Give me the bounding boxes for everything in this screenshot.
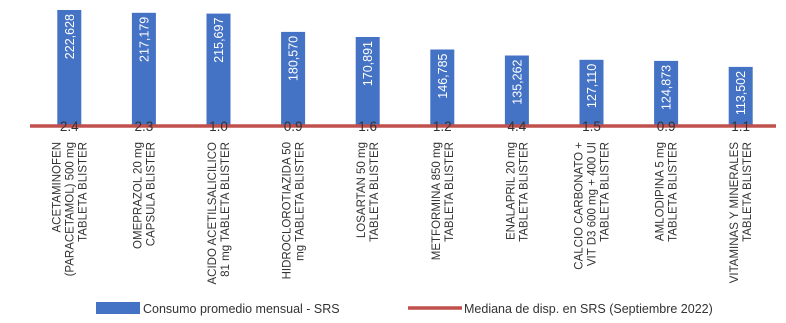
category-label-line: TABLETA BLISTER (444, 142, 456, 242)
bar (355, 37, 380, 126)
category-label-line: TABLETA BLISTER (77, 142, 89, 242)
category-label-line: TABLETA BLISTER (518, 142, 530, 242)
bars-layer (57, 10, 753, 127)
category-label-line: mg TABLETA BLISTER (295, 142, 307, 261)
bar-value-label: 135,262 (510, 59, 524, 104)
category-label-line: HIDROCLOROTIAZIDA 50 (282, 142, 294, 279)
median-value-label: 1.5 (582, 119, 601, 134)
median-value-label: 1.2 (433, 119, 452, 134)
bar (57, 10, 82, 126)
category-label-line: METFORMINA 850 mg (431, 142, 443, 260)
legend-label-consumo: Consumo promedio mensual - SRS (143, 302, 340, 316)
category-label: ENALAPRIL 20 mg TABLETA BLISTER (505, 142, 530, 242)
category-label-line: CALCIO CARBONATO + (574, 142, 586, 270)
bar (504, 55, 529, 126)
median-value-label: 0.9 (657, 119, 676, 134)
category-label-line: ENALAPRIL 20 mg (505, 142, 517, 240)
bar-value-label: 146,785 (436, 53, 450, 98)
category-label: CALCIO CARBONATO + VIT D3 600 mg + 400 UI… (574, 142, 612, 270)
median-value-label: 4.4 (508, 119, 527, 134)
median-labels-layer: 2.4 2.3 1.0 0.9 1.6 1.2 4.4 1.5 0.9 1.1 (60, 119, 750, 134)
category-label-line: TABLETA BLISTER (742, 142, 754, 242)
bar (728, 66, 753, 126)
category-label-line: 81 mg TABLETA BLISTER (220, 142, 232, 277)
bar-value-label: 113,502 (734, 71, 748, 115)
category-label-line: ACETAMINOFEN (51, 142, 63, 233)
category-label: ACIDO ACETILSALICILICO 81 mg TABLETA BLIS… (207, 142, 232, 285)
bar-value-label: 180,570 (287, 36, 301, 81)
category-label-line: CAPSULA BLISTER (145, 142, 157, 246)
category-label: METFORMINA 850 mg TABLETA BLISTER (431, 142, 456, 260)
category-label-line: OMEPRAZOL 20 mg (132, 142, 144, 249)
category-label-line: ACIDO ACETILSALICILICO (207, 142, 219, 285)
category-label-line: TABLETA BLISTER (600, 142, 612, 242)
category-label-line: TABLETA BLISTER (369, 142, 381, 242)
category-label-line: VITAMINAS Y MINERALES (729, 142, 741, 284)
median-value-label: 2.3 (135, 119, 154, 134)
median-value-label: 0.9 (284, 119, 303, 134)
legend-label-mediana: Mediana de disp. en SRS (Septiembre 2022… (464, 302, 713, 316)
category-label-line: (PARACETAMOL) 500 mg (64, 142, 76, 276)
bar-value-label: 215,697 (212, 18, 226, 63)
category-label: ACETAMINOFEN (PARACETAMOL) 500 mg TABLETA … (51, 142, 89, 276)
category-label: OMEPRAZOL 20 mg CAPSULA BLISTER (132, 142, 157, 249)
category-label-line: AMLODIPINA 5 mg (655, 142, 667, 241)
category-label-line: LOSARTAN 50 mg (356, 142, 368, 238)
median-value-label: 2.4 (60, 119, 79, 134)
category-label: HIDROCLOROTIAZIDA 50 mg TABLETA BLISTER (282, 142, 307, 279)
category-label-line: VIT D3 600 mg + 400 UI (587, 142, 599, 266)
median-value-label: 1.0 (209, 119, 228, 134)
bar (579, 59, 604, 126)
bar-value-label: 127,110 (585, 64, 599, 108)
legend-swatch-consumo (96, 302, 140, 314)
bar-value-label: 222,628 (63, 14, 77, 59)
bar (131, 12, 156, 126)
bar-value-label: 217,179 (137, 17, 151, 62)
bar-labels-layer: 222,628 217,179 215,697 180,570 170,891 146,7… (63, 14, 748, 115)
median-value-label: 1.1 (731, 119, 750, 134)
median-value-label: 1.6 (358, 119, 377, 134)
bar-value-label: 170,891 (361, 41, 375, 86)
category-label: LOSARTAN 50 mg TABLETA BLISTER (356, 142, 381, 242)
bar (206, 13, 231, 127)
category-label: AMLODIPINA 5 mg TABLETA BLISTER (655, 142, 680, 242)
category-label: VITAMINAS Y MINERALES TABLETA BLISTER (729, 142, 754, 284)
bar (654, 60, 679, 126)
category-labels-layer: ACETAMINOFEN (PARACETAMOL) 500 mg TABLETA … (51, 142, 754, 285)
bar (281, 31, 306, 126)
legend: Consumo promedio mensual - SRS Mediana d… (96, 302, 713, 316)
bar (430, 49, 455, 126)
category-label-line: TABLETA BLISTER (668, 142, 680, 242)
bar-value-label: 124,873 (660, 65, 674, 110)
